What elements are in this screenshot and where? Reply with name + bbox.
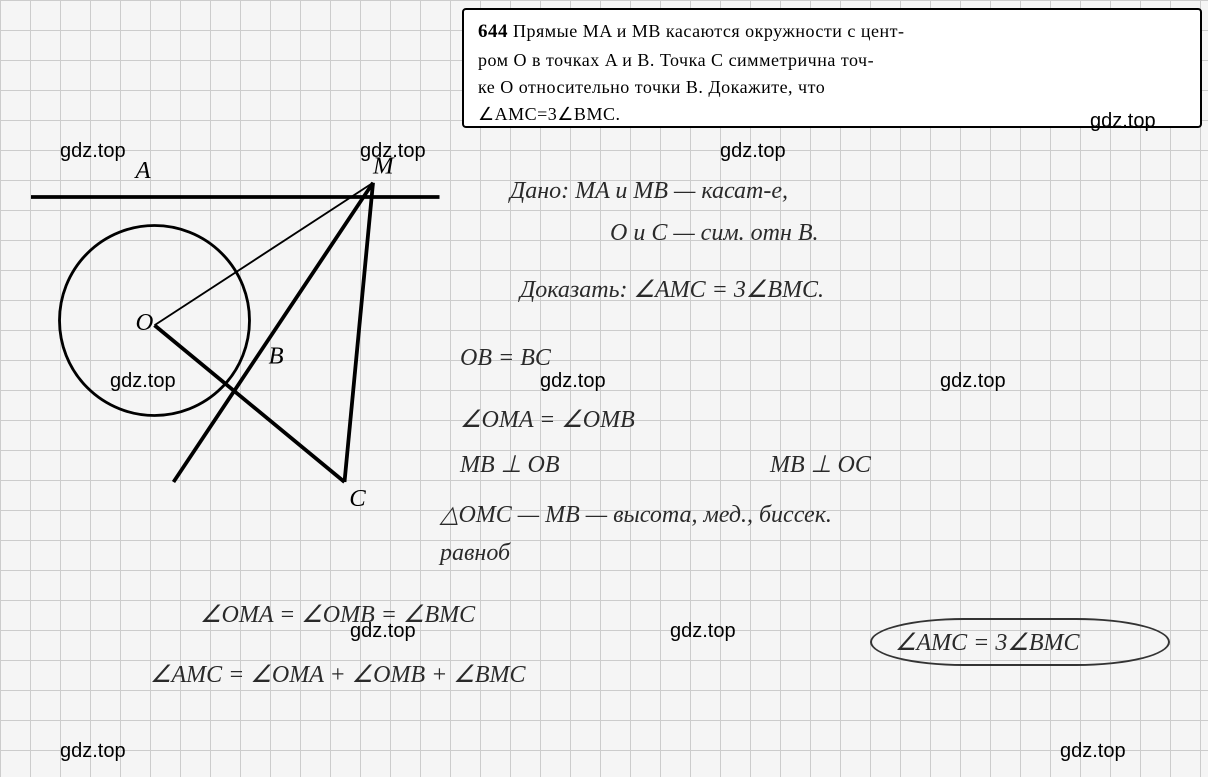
handwritten-line: MB ⊥ OB xyxy=(460,450,560,479)
problem-text-2: ром O в точках A и B. Точка C симметричн… xyxy=(478,50,874,70)
svg-text:O: O xyxy=(136,309,154,336)
handwritten-line: OB = BC xyxy=(460,345,551,372)
handwritten-line: Дано: MA и MB — касат-е, xyxy=(510,178,788,205)
svg-text:C: C xyxy=(349,485,366,512)
handwritten-line: O и C — сим. отн B. xyxy=(610,220,819,247)
handwritten-line: ∠AMC = ∠OMA + ∠OMB + ∠BMC xyxy=(150,660,526,689)
problem-text-3: ке O относительно точки B. Докажите, что xyxy=(478,77,825,97)
problem-number: 644 xyxy=(478,21,508,42)
handwritten-line: ∠AMC = 3∠BMC xyxy=(895,628,1080,657)
problem-box: 644 Прямые MA и MB касаются окружности с… xyxy=(462,8,1202,128)
problem-text-4: ∠AMC=3∠BMC. xyxy=(478,104,620,124)
handwritten-line: Доказать: ∠AMC = 3∠BMC. xyxy=(520,275,824,304)
svg-text:A: A xyxy=(134,157,152,184)
handwritten-line: ∠OMA = ∠OMB = ∠BMC xyxy=(200,600,475,629)
geometry-diagram: A M O B C xyxy=(20,140,460,520)
problem-text-1: Прямые MA и MB касаются окружности с цен… xyxy=(513,21,905,41)
handwritten-line: △OMC — MB — высота, мед., биссек. xyxy=(440,500,832,529)
handwritten-line: ∠OMA = ∠OMB xyxy=(460,405,635,434)
handwritten-line: MB ⊥ OC xyxy=(770,450,871,479)
svg-text:M: M xyxy=(372,152,395,179)
svg-text:B: B xyxy=(269,342,284,369)
handwritten-line: равноб xyxy=(440,540,510,567)
